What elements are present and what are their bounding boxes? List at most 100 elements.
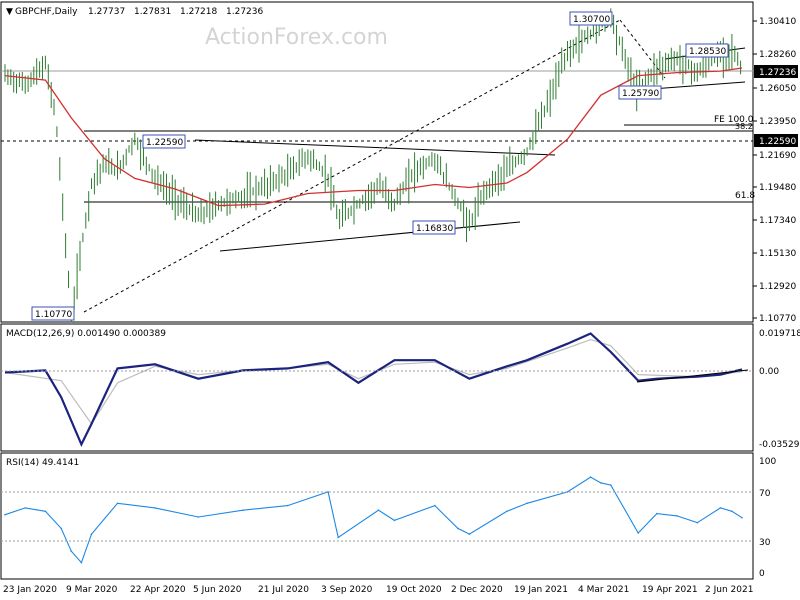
header-low: 1.27218 — [180, 7, 217, 17]
rsi-point — [741, 516, 743, 519]
x-tick: 2 Dec 2020 — [451, 585, 503, 595]
rsi-point — [656, 512, 658, 515]
trend-lines — [83, 19, 746, 313]
rsi-point — [80, 561, 83, 564]
header-symbol: GBPCHF,Daily — [15, 7, 78, 17]
price-header: ▼ GBPCHF,Daily 1.27737 1.27831 1.27218 1… — [6, 7, 263, 17]
rsi-header: RSI(14) 49.4141 — [6, 458, 79, 468]
macd-line — [4, 332, 743, 448]
rsi-point — [242, 509, 244, 512]
price-y-tick: 1.28260 — [759, 50, 796, 60]
fib-382-label: 38.2 — [735, 122, 753, 131]
macd-y-tick: 0.019718 — [759, 329, 800, 339]
macd-panel — [0, 323, 754, 452]
rsi-point — [393, 519, 396, 522]
price-y-tick: 1.10770 — [759, 314, 796, 324]
level-1-2259-text: 1.22590 — [759, 137, 796, 147]
x-axis: 23 Jan 2020 9 Mar 2020 22 Apr 2020 5 Jun… — [3, 585, 753, 595]
rsi-point — [566, 491, 569, 493]
watermark: ActionForex.com — [205, 25, 388, 50]
price-y-axis: 1.30410 1.28260 1.26050 1.23950 1.21690 … — [753, 17, 796, 324]
rsi-point — [719, 507, 722, 509]
annotation-high-apr: 1.22590 — [142, 134, 186, 149]
rsi-point — [468, 533, 471, 535]
rsi-y-tick: 30 — [759, 538, 771, 548]
macd-series — [4, 332, 743, 448]
rsi-line — [4, 476, 743, 564]
current-price-text: 1.27236 — [759, 68, 796, 78]
header-high: 1.27831 — [134, 7, 171, 17]
rsi-point — [70, 550, 73, 552]
rsi-y-tick: 100 — [759, 457, 776, 467]
ema-line — [4, 67, 743, 207]
annotation-low-2020: 1.10770 — [31, 306, 75, 321]
rsi-series — [4, 476, 743, 564]
rsi-point — [337, 536, 340, 539]
macd-header: MACD(12,26,9) 0.001490 0.000389 — [6, 329, 166, 339]
rsi-point — [526, 502, 528, 505]
x-tick: 23 Jan 2020 — [3, 585, 57, 595]
annotation-text: 1.28530 — [689, 47, 726, 57]
rsi-point — [377, 509, 380, 512]
rsi-point — [599, 482, 602, 484]
level-1-2259-badge: 1.22590 — [754, 134, 798, 147]
rsi-point — [44, 510, 47, 513]
rsi-point — [197, 516, 200, 518]
price-y-tick: 1.23950 — [759, 117, 796, 127]
x-tick: 2 Jun 2021 — [705, 585, 753, 595]
x-tick: 19 Apr 2021 — [642, 585, 698, 595]
annotation-text: 1.30700 — [573, 15, 610, 25]
rsi-point — [327, 491, 329, 493]
rsi-y-axis: 100 70 30 0 — [759, 457, 776, 579]
annotation-text: 1.16830 — [416, 224, 453, 234]
price-y-tick: 1.12920 — [759, 282, 796, 292]
rsi-point — [589, 476, 592, 478]
price-y-tick: 1.30410 — [759, 17, 796, 27]
rsi-y-tick: 70 — [759, 489, 771, 499]
triangle-upper-line — [194, 139, 556, 156]
drop-dashed-line — [619, 19, 666, 79]
annotation-text: 1.10770 — [35, 310, 72, 320]
rsi-point — [637, 532, 639, 534]
annotation-high-2021: 1.30700 — [569, 11, 613, 26]
rsi-point — [116, 502, 119, 505]
rsi-point — [154, 507, 156, 509]
rsi-y-tick: 0 — [759, 569, 765, 579]
macd-y-tick: 0.00 — [759, 367, 779, 377]
rsi-point — [506, 510, 508, 513]
header-close: 1.27236 — [226, 7, 263, 17]
triangle-lower-line — [219, 221, 521, 252]
macd-y-tick: -0.035295 — [759, 440, 800, 450]
header-arrow: ▼ — [6, 7, 13, 17]
rsi-point — [676, 515, 678, 517]
rsi-point — [434, 504, 436, 507]
rsi-point — [60, 527, 62, 530]
rsi-point — [610, 484, 612, 486]
rsi-point — [731, 510, 733, 513]
annotation-text: 1.22590 — [146, 138, 183, 148]
x-tick: 19 Oct 2020 — [386, 585, 442, 595]
price-y-tick: 1.19480 — [759, 183, 796, 193]
x-tick: 4 Mar 2021 — [578, 585, 629, 595]
rsi-point — [457, 527, 459, 530]
fe-100-label: FE 100.0 — [714, 115, 754, 125]
fib-618-label: 61.8 — [735, 191, 755, 201]
macd-trend-line — [636, 369, 749, 383]
price-y-tick: 1.21690 — [759, 151, 796, 161]
macd-y-axis: 0.019718 0.00 -0.035295 — [759, 329, 800, 450]
price-panel — [0, 1, 754, 323]
current-price-badge: 1.27236 — [754, 65, 798, 78]
ema-series — [4, 67, 743, 207]
header-open: 1.27737 — [88, 7, 125, 17]
x-tick: 19 Jan 2021 — [514, 585, 568, 595]
price-y-tick: 1.15130 — [759, 249, 796, 259]
rsi-panel — [0, 452, 754, 580]
annotation-low-oct: 1.16830 — [412, 220, 456, 235]
rsi-point — [4, 513, 6, 516]
x-tick: 3 Sep 2020 — [321, 585, 373, 595]
price-y-tick: 1.17340 — [759, 216, 796, 226]
rsi-point — [90, 533, 93, 535]
x-tick: 5 Jun 2020 — [193, 585, 242, 595]
annotation-high-jun: 1.28530 — [685, 43, 729, 58]
